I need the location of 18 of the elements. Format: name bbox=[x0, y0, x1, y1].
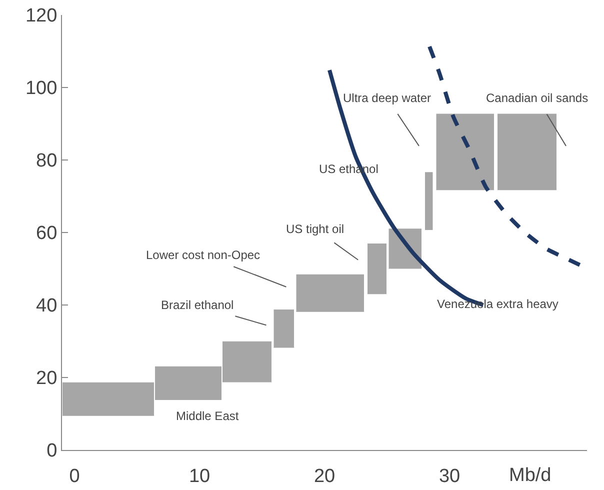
y-tick-label: 20 bbox=[36, 368, 58, 390]
annotation: Middle East bbox=[176, 409, 240, 423]
y-tick-label: 80 bbox=[36, 150, 58, 172]
y-tick-label: 120 bbox=[25, 6, 58, 27]
x-tick-label: 0 bbox=[69, 466, 80, 487]
annotation: Canadian oil sands bbox=[486, 91, 588, 105]
x-tick-label: 30 bbox=[438, 466, 460, 487]
x-tick-label: 10 bbox=[188, 466, 210, 487]
y-tick-label: 40 bbox=[36, 296, 58, 317]
y-tick-label: 100 bbox=[25, 78, 58, 100]
annotation: Brazil ethanol bbox=[161, 298, 234, 312]
annotation: Ultra deep water bbox=[343, 91, 432, 105]
y-tick-label: 60 bbox=[36, 223, 58, 244]
annotation: Lower cost non-Opec bbox=[146, 248, 260, 262]
annotation: US tight oil bbox=[286, 222, 344, 236]
y-tick-label: 0 bbox=[46, 440, 58, 462]
x-tick-label: 20 bbox=[314, 466, 336, 487]
x-axis-title: Mb/d bbox=[509, 465, 552, 486]
